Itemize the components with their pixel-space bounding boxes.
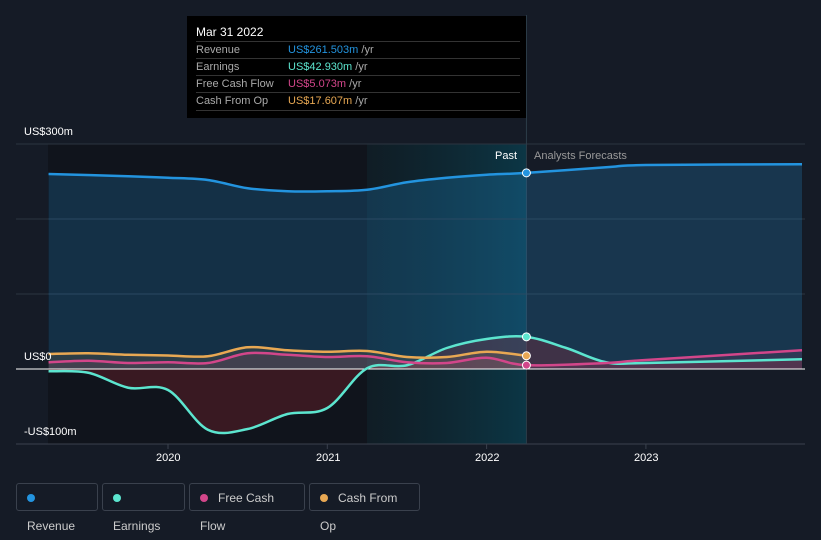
row-value: US$17.607m — [288, 95, 353, 107]
fcf-dot-icon — [200, 494, 208, 502]
row-value: US$5.073m — [288, 78, 347, 90]
chart — [16, 15, 805, 449]
marker-cash-from-op — [521, 351, 531, 361]
forecast-label: Analysts Forecasts — [534, 150, 627, 162]
legend-free-cash-flow[interactable]: Free Cash Flow — [189, 483, 305, 533]
line-earnings — [48, 335, 803, 435]
tooltip: Mar 31 2022 Revenue US$261.503m /yr Earni… — [187, 16, 526, 118]
row-unit: /yr — [361, 44, 374, 56]
row-label: Revenue — [196, 44, 241, 56]
row-label: Cash From Op — [196, 95, 269, 107]
past-label: Past — [495, 150, 518, 162]
x-tick-label: 2022 — [475, 452, 500, 464]
area-revenue — [48, 164, 803, 369]
y-tick-label: -US$100m — [24, 426, 77, 438]
legend-cash-from-op[interactable]: Cash From Op — [309, 483, 420, 533]
x-tick-label: 2021 — [316, 452, 341, 464]
tooltip-row-earnings: Earnings US$42.930m /yr — [196, 58, 520, 76]
tooltip-row-revenue: Revenue US$261.503m /yr — [196, 41, 520, 59]
area-cash-from-op — [48, 347, 527, 369]
legend-earnings[interactable]: Earnings — [102, 483, 185, 533]
row-value: US$42.930m — [288, 61, 353, 73]
legend-revenue[interactable]: Revenue — [16, 483, 98, 533]
y-tick-label: US$300m — [24, 126, 73, 138]
legend-label: Revenue — [27, 519, 76, 533]
row-label: Free Cash Flow — [196, 78, 274, 90]
y-tick-label: US$0 — [24, 351, 52, 363]
marker-earnings — [521, 332, 531, 342]
row-unit: /yr — [349, 78, 362, 90]
cfo-dot-icon — [320, 494, 328, 502]
revenue-dot-icon — [27, 494, 35, 502]
tooltip-row-fcf: Free Cash Flow US$5.073m /yr — [196, 75, 520, 93]
tooltip-row-cfo: Cash From Op US$17.607m /yr — [196, 92, 520, 111]
line-revenue — [48, 163, 803, 193]
row-unit: /yr — [355, 61, 368, 73]
marker-free-cash-flow — [521, 360, 531, 370]
marker-revenue — [521, 168, 531, 178]
line-free-cash-flow — [48, 349, 803, 367]
area-earnings — [48, 336, 803, 434]
legend-label: Earnings — [113, 519, 161, 533]
row-value: US$261.503m — [288, 44, 359, 56]
x-tick-label: 2020 — [156, 452, 181, 464]
row-label: Earnings — [196, 61, 240, 73]
x-tick-label: 2023 — [634, 452, 659, 464]
row-unit: /yr — [355, 95, 368, 107]
tooltip-date: Mar 31 2022 — [196, 25, 264, 39]
line-cash-from-op — [48, 345, 527, 359]
earnings-dot-icon — [113, 494, 121, 502]
